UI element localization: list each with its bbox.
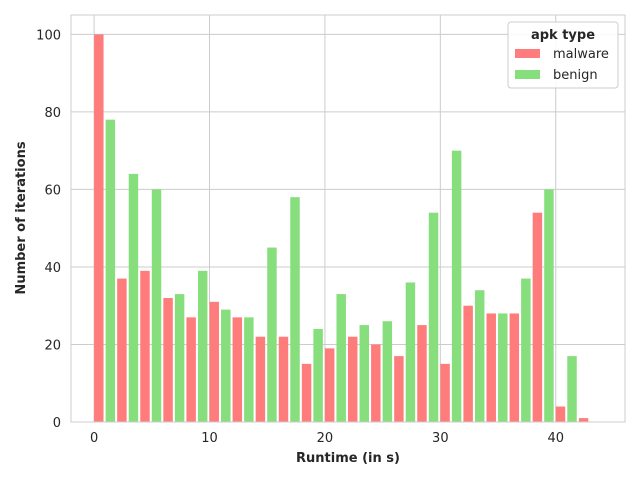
bar-benign [498, 313, 508, 422]
x-tick-label: 30 [432, 431, 449, 446]
x-tick-label: 0 [90, 431, 98, 446]
bar-benign [474, 290, 485, 422]
bars [94, 34, 589, 423]
bar-malware [463, 305, 473, 422]
bar-benign [151, 189, 162, 422]
x-axis-label: Runtime (in s) [296, 451, 400, 466]
bar-benign [521, 278, 531, 422]
bar-benign [197, 270, 208, 422]
bar-malware [509, 313, 520, 422]
bar-malware [440, 363, 450, 422]
plot-frame [70, 14, 626, 423]
y-axis-label: Number of iterations [14, 141, 29, 294]
bar-benign [567, 356, 577, 422]
bar-benign [382, 321, 393, 422]
x-tick-label: 10 [201, 431, 218, 446]
legend-swatch-benign [515, 70, 540, 79]
legend-label-benign: benign [553, 68, 598, 83]
bar-malware [209, 301, 219, 422]
bar-malware [394, 356, 404, 422]
y-tick-label: 40 [44, 261, 61, 276]
x-tick-labels: 0 10 20 30 40 [90, 431, 564, 446]
bar-malware [140, 270, 150, 422]
legend: apk type malware benign [507, 21, 619, 89]
bar-benign [451, 150, 462, 422]
bar-benign [405, 282, 416, 422]
bar-malware [486, 313, 496, 422]
bar-benign [290, 197, 300, 422]
y-tick-labels: 0 20 40 60 80 100 [36, 28, 61, 431]
bar-benign [544, 189, 554, 422]
bar-benign [105, 119, 116, 423]
bar-benign [128, 173, 139, 422]
bar-malware [278, 336, 289, 422]
bar-malware [371, 344, 381, 422]
y-tick-label: 20 [44, 338, 61, 353]
x-tick-label: 40 [547, 431, 564, 446]
bar-benign [221, 309, 231, 422]
bar-malware [532, 212, 543, 422]
bar-malware [301, 363, 312, 422]
bar-malware [94, 34, 104, 422]
bar-benign [174, 294, 185, 422]
bar-malware [117, 278, 127, 422]
legend-label-malware: malware [553, 47, 609, 62]
bar-benign [267, 247, 277, 422]
y-tick-label: 100 [36, 28, 61, 43]
x-tick-label: 20 [317, 431, 334, 446]
bar-malware [163, 297, 173, 422]
y-tick-label: 60 [44, 183, 61, 198]
bar-benign [336, 294, 346, 422]
bar-benign [359, 325, 370, 422]
legend-title: apk type [531, 28, 595, 43]
bar-malware [232, 317, 243, 422]
bar-malware [555, 406, 566, 422]
bar-malware [255, 336, 266, 422]
y-tick-label: 0 [53, 416, 61, 431]
bar-malware [348, 336, 358, 422]
bar-malware [186, 317, 196, 422]
legend-swatch-malware [515, 49, 540, 58]
bar-benign [244, 317, 254, 422]
bar-benign [428, 212, 439, 422]
bar-malware [324, 348, 335, 422]
bar-malware [417, 325, 427, 422]
y-tick-label: 80 [44, 106, 61, 121]
bar-malware [578, 418, 589, 422]
bar-benign [313, 328, 323, 422]
